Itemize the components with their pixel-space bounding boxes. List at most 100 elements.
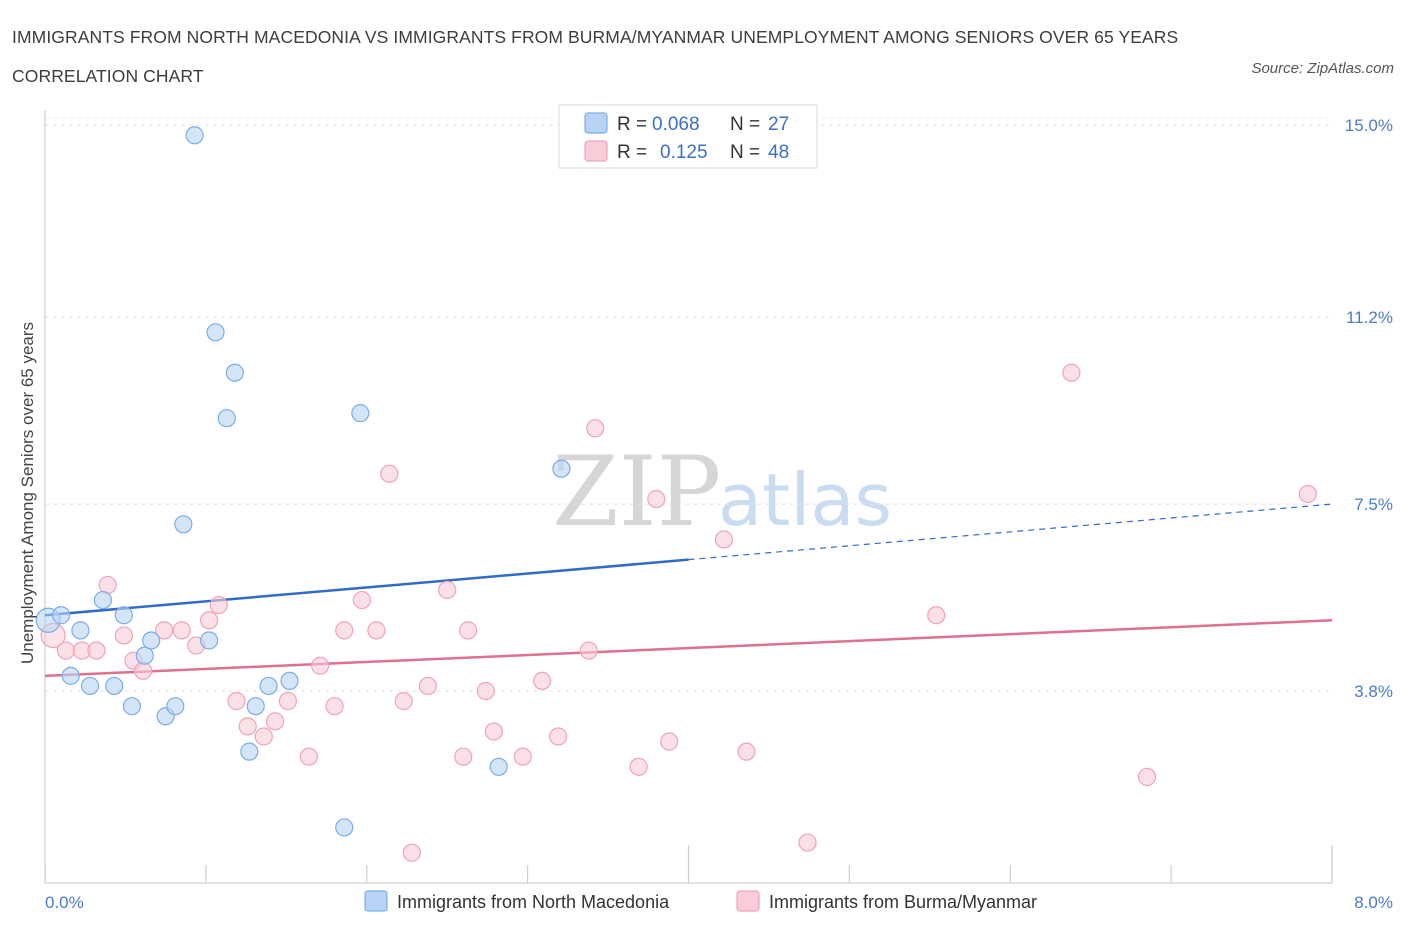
point-burma-17 xyxy=(278,692,298,711)
data-points xyxy=(35,126,1317,862)
point-macedonia-21 xyxy=(259,676,278,696)
y-tick-labels: 3.8% 7.5% 11.2% 15.0% xyxy=(1345,116,1393,701)
point-macedonia-26 xyxy=(489,757,508,776)
x-tick-label-max: 8.0% xyxy=(1354,893,1393,912)
point-macedonia-13 xyxy=(174,515,193,534)
point-burma-24 xyxy=(380,464,399,483)
y-tick-label-3: 15.0% xyxy=(1345,116,1393,135)
point-burma-45 xyxy=(1062,363,1081,382)
stats-n-label-macedonia: N = xyxy=(730,114,760,135)
point-burma-35 xyxy=(549,727,568,746)
point-burma-38 xyxy=(629,757,648,776)
point-burma-20 xyxy=(325,697,344,716)
point-macedonia-1 xyxy=(51,606,71,625)
stats-r-label-burma: R = xyxy=(617,142,647,163)
point-burma-7 xyxy=(134,661,153,680)
watermark-atlas: atlas xyxy=(718,458,892,542)
point-macedonia-17 xyxy=(217,409,236,428)
trend-line-macedonia xyxy=(44,558,689,617)
point-macedonia-25 xyxy=(552,459,571,478)
stats-n-label-burma: N = xyxy=(730,142,760,163)
point-macedonia-16 xyxy=(206,323,225,342)
y-tick-label-2: 11.2% xyxy=(1346,308,1393,327)
stats-legend: R = 0.068 N = 27 R = 0.125 N = 48 xyxy=(558,104,818,169)
point-burma-11 xyxy=(199,611,219,630)
point-burma-19 xyxy=(310,656,330,675)
stats-n-value-macedonia: 27 xyxy=(768,114,789,135)
point-burma-29 xyxy=(454,747,473,766)
trend-line-macedonia-projection xyxy=(688,503,1333,561)
point-burma-44 xyxy=(927,606,946,625)
point-macedonia-18 xyxy=(225,363,244,382)
point-burma-16 xyxy=(265,712,285,731)
point-burma-21 xyxy=(335,621,354,640)
stats-r-label-macedonia: R = xyxy=(617,114,647,135)
stats-n-value-burma: 48 xyxy=(768,142,789,163)
trend-lines xyxy=(44,503,1333,678)
stats-swatch-macedonia xyxy=(584,112,608,134)
y-tick-label-0: 3.8% xyxy=(1354,682,1393,701)
stats-r-value-burma: 0.125 xyxy=(660,142,708,163)
point-macedonia-4 xyxy=(80,676,100,696)
point-macedonia-3 xyxy=(61,666,80,685)
point-burma-28 xyxy=(438,580,457,600)
point-macedonia-23 xyxy=(335,818,354,837)
point-burma-14 xyxy=(238,717,257,736)
point-burma-30 xyxy=(459,621,478,640)
legend-swatch-macedonia xyxy=(364,890,388,912)
point-burma-33 xyxy=(513,747,532,766)
point-burma-23 xyxy=(367,621,386,640)
point-burma-27 xyxy=(418,676,437,696)
point-burma-18 xyxy=(299,747,318,766)
grid-lines xyxy=(45,117,1332,692)
point-burma-12 xyxy=(209,596,228,615)
point-burma-8 xyxy=(154,621,174,640)
point-macedonia-20 xyxy=(246,697,265,716)
point-burma-42 xyxy=(737,742,756,761)
point-burma-22 xyxy=(352,590,372,610)
point-burma-47 xyxy=(1298,484,1317,504)
point-macedonia-14 xyxy=(185,126,204,145)
point-burma-39 xyxy=(647,489,666,509)
watermark-zip: ZIP xyxy=(552,436,721,548)
point-burma-4 xyxy=(98,575,117,595)
point-macedonia-24 xyxy=(351,404,370,423)
point-macedonia-12 xyxy=(166,697,185,716)
point-burma-13 xyxy=(227,692,246,711)
legend-label-burma: Immigrants from Burma/Myanmar xyxy=(769,892,1037,912)
point-macedonia-6 xyxy=(105,676,124,696)
bottom-legend: Immigrants from North Macedonia Immigran… xyxy=(364,890,1037,912)
y-tick-label-1: 7.5% xyxy=(1354,495,1393,514)
point-burma-15 xyxy=(254,727,273,746)
point-burma-3 xyxy=(87,641,106,660)
point-macedonia-5 xyxy=(93,590,113,610)
point-macedonia-10 xyxy=(142,631,161,650)
stats-swatch-burma xyxy=(584,140,608,162)
point-burma-5 xyxy=(114,626,133,645)
y-axis-title: Unemployment Among Seniors over 65 years xyxy=(18,322,37,664)
point-burma-37 xyxy=(586,419,605,438)
point-burma-9 xyxy=(172,621,191,640)
point-burma-1 xyxy=(56,641,76,660)
point-burma-40 xyxy=(660,732,679,751)
point-macedonia-8 xyxy=(122,697,141,716)
legend-label-macedonia: Immigrants from North Macedonia xyxy=(397,892,670,912)
point-burma-46 xyxy=(1137,767,1157,787)
chart-title: IMMIGRANTS FROM NORTH MACEDONIA VS IMMIG… xyxy=(12,27,1179,86)
point-burma-34 xyxy=(533,671,552,691)
x-tick-label-min: 0.0% xyxy=(45,893,84,912)
point-burma-32 xyxy=(484,722,503,741)
stats-r-value-macedonia: 0.068 xyxy=(652,114,700,135)
point-macedonia-22 xyxy=(280,671,299,691)
x-ticks xyxy=(44,845,1333,883)
point-macedonia-2 xyxy=(71,621,90,640)
point-burma-43 xyxy=(798,833,817,852)
trend-line-burma xyxy=(44,619,1333,678)
point-burma-41 xyxy=(714,530,733,549)
point-burma-36 xyxy=(579,641,598,660)
point-burma-26 xyxy=(402,843,421,862)
point-burma-25 xyxy=(394,692,413,711)
legend-swatch-burma xyxy=(736,890,760,912)
point-macedonia-9 xyxy=(135,646,154,665)
